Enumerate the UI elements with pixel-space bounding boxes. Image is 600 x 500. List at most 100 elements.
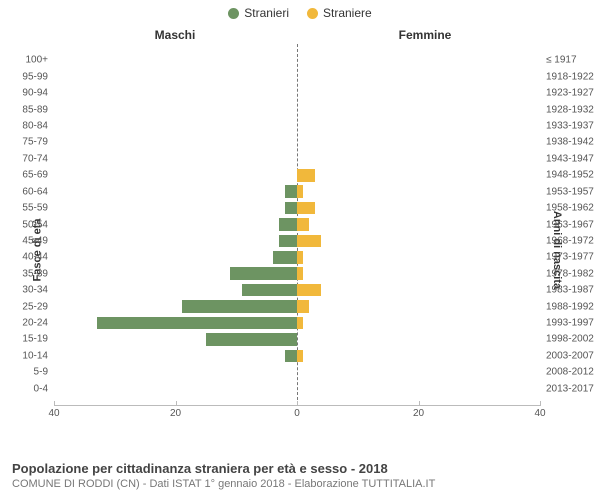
x-tick: 40 bbox=[534, 408, 545, 419]
age-tick: 95-99 bbox=[22, 71, 54, 82]
bar-female bbox=[297, 317, 303, 329]
age-tick: 60-64 bbox=[22, 186, 54, 197]
age-row bbox=[54, 282, 540, 298]
age-tick: 90-94 bbox=[22, 88, 54, 99]
year-tick: 1943-1947 bbox=[540, 153, 594, 164]
bar-male bbox=[230, 267, 297, 279]
age-row bbox=[54, 52, 540, 68]
age-tick: 55-59 bbox=[22, 203, 54, 214]
chart-area: 0-42013-20175-92008-201210-142003-200715… bbox=[54, 44, 540, 424]
age-row bbox=[54, 167, 540, 183]
age-tick: 45-49 bbox=[22, 235, 54, 246]
bar-male bbox=[279, 235, 297, 247]
age-row bbox=[54, 298, 540, 314]
x-tick: 20 bbox=[413, 408, 424, 419]
bar-female bbox=[297, 218, 309, 230]
year-tick: 2008-2012 bbox=[540, 367, 594, 378]
bar-male bbox=[285, 202, 297, 214]
age-tick: 40-44 bbox=[22, 252, 54, 263]
bar-male bbox=[285, 350, 297, 362]
year-tick: 1998-2002 bbox=[540, 334, 594, 345]
legend-label-male: Stranieri bbox=[244, 6, 289, 20]
x-tick: 40 bbox=[48, 408, 59, 419]
age-row bbox=[54, 118, 540, 134]
age-row bbox=[54, 348, 540, 364]
plot: 0-42013-20175-92008-201210-142003-200715… bbox=[54, 44, 540, 406]
footer: Popolazione per cittadinanza straniera p… bbox=[12, 461, 588, 490]
age-tick: 15-19 bbox=[22, 334, 54, 345]
bar-male bbox=[242, 284, 297, 296]
swatch-male bbox=[228, 8, 239, 19]
year-tick: ≤ 1917 bbox=[540, 55, 577, 66]
bar-male bbox=[97, 317, 297, 329]
age-tick: 100+ bbox=[25, 55, 54, 66]
age-tick: 20-24 bbox=[22, 317, 54, 328]
age-tick: 10-14 bbox=[22, 350, 54, 361]
bar-female bbox=[297, 169, 315, 181]
age-row bbox=[54, 85, 540, 101]
year-tick: 1988-1992 bbox=[540, 301, 594, 312]
year-tick: 1948-1952 bbox=[540, 170, 594, 181]
age-row bbox=[54, 315, 540, 331]
chart-subtitle: COMUNE DI RODDI (CN) - Dati ISTAT 1° gen… bbox=[12, 478, 588, 490]
year-tick: 2003-2007 bbox=[540, 350, 594, 361]
bar-female bbox=[297, 284, 321, 296]
bar-male bbox=[273, 251, 297, 263]
bar-male bbox=[285, 185, 297, 197]
age-row bbox=[54, 101, 540, 117]
bar-female bbox=[297, 185, 303, 197]
age-row bbox=[54, 216, 540, 232]
age-tick: 85-89 bbox=[22, 104, 54, 115]
year-tick: 1983-1987 bbox=[540, 285, 594, 296]
age-tick: 0-4 bbox=[34, 383, 54, 394]
age-tick: 5-9 bbox=[34, 367, 54, 378]
age-tick: 25-29 bbox=[22, 301, 54, 312]
age-tick: 75-79 bbox=[22, 137, 54, 148]
age-row bbox=[54, 69, 540, 85]
legend-item-female: Straniere bbox=[307, 6, 372, 20]
year-tick: 1973-1977 bbox=[540, 252, 594, 263]
year-tick: 1953-1957 bbox=[540, 186, 594, 197]
age-tick: 65-69 bbox=[22, 170, 54, 181]
age-row bbox=[54, 364, 540, 380]
year-tick: 1918-1922 bbox=[540, 71, 594, 82]
bar-male bbox=[206, 333, 297, 345]
year-tick: 1933-1937 bbox=[540, 121, 594, 132]
age-row bbox=[54, 200, 540, 216]
age-tick: 30-34 bbox=[22, 285, 54, 296]
bar-female bbox=[297, 267, 303, 279]
bar-female bbox=[297, 235, 321, 247]
chart-title: Popolazione per cittadinanza straniera p… bbox=[12, 461, 588, 476]
year-tick: 1993-1997 bbox=[540, 317, 594, 328]
age-row bbox=[54, 183, 540, 199]
year-tick: 1978-1982 bbox=[540, 268, 594, 279]
age-row bbox=[54, 151, 540, 167]
age-tick: 35-39 bbox=[22, 268, 54, 279]
bar-male bbox=[279, 218, 297, 230]
bar-female bbox=[297, 202, 315, 214]
x-axis-ticks: 402002040 bbox=[54, 406, 540, 424]
column-headers: Maschi Femmine bbox=[0, 28, 600, 42]
age-tick: 50-54 bbox=[22, 219, 54, 230]
age-row bbox=[54, 249, 540, 265]
header-male: Maschi bbox=[0, 28, 300, 42]
year-tick: 1923-1927 bbox=[540, 88, 594, 99]
age-tick: 80-84 bbox=[22, 121, 54, 132]
age-row bbox=[54, 134, 540, 150]
age-row bbox=[54, 266, 540, 282]
age-row bbox=[54, 380, 540, 396]
year-tick: 1968-1972 bbox=[540, 235, 594, 246]
year-tick: 1963-1967 bbox=[540, 219, 594, 230]
bar-female bbox=[297, 251, 303, 263]
swatch-female bbox=[307, 8, 318, 19]
x-tick: 0 bbox=[294, 408, 300, 419]
legend-label-female: Straniere bbox=[323, 6, 372, 20]
year-tick: 1928-1932 bbox=[540, 104, 594, 115]
age-row bbox=[54, 331, 540, 347]
year-tick: 1958-1962 bbox=[540, 203, 594, 214]
bar-female bbox=[297, 300, 309, 312]
year-tick: 2013-2017 bbox=[540, 383, 594, 394]
age-tick: 70-74 bbox=[22, 153, 54, 164]
legend: Stranieri Straniere bbox=[0, 0, 600, 22]
bar-male bbox=[182, 300, 297, 312]
